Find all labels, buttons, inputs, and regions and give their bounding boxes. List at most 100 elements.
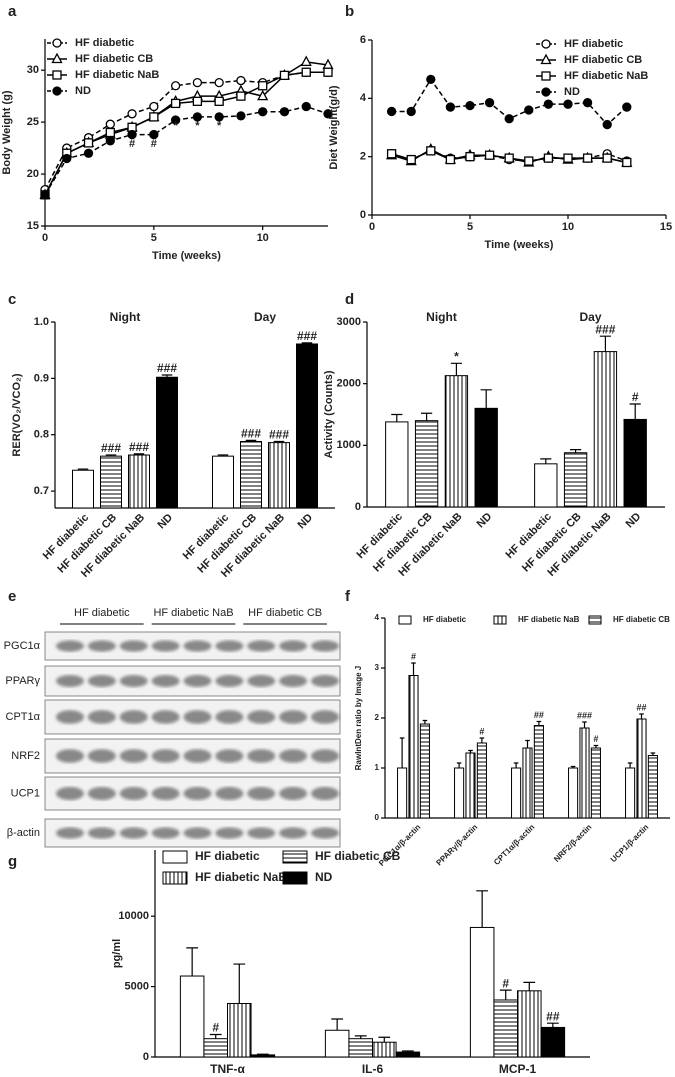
bar (534, 463, 558, 508)
row-label: PGC1α (4, 640, 41, 652)
marker (602, 153, 612, 163)
legend-marker (52, 38, 62, 48)
y-tick-label: 0.7 (34, 485, 49, 497)
bar (227, 1002, 252, 1058)
y-tick-label: 0 (143, 1051, 149, 1063)
error-bar (331, 1018, 344, 1031)
marker (323, 109, 333, 119)
marker (543, 153, 554, 163)
error-bar (546, 1022, 559, 1028)
marker (279, 70, 290, 81)
legend-swatch (162, 871, 188, 885)
significance-label: ### (157, 361, 177, 375)
significance-label: # (479, 726, 484, 736)
blot-band (87, 786, 116, 801)
blot-band (87, 710, 116, 724)
row-label: PPARγ (5, 675, 40, 687)
group-label: Day (579, 310, 601, 324)
error-bar (233, 963, 246, 1004)
y-axis-label: Diet Weight(g/d) (328, 85, 340, 169)
marker (214, 112, 224, 122)
marker (426, 74, 436, 85)
error-bar (421, 412, 433, 421)
x-tick-label: ND (624, 511, 644, 531)
significance-label: ### (297, 329, 317, 343)
y-tick-label: 6 (360, 34, 366, 46)
significance-label: ### (269, 428, 289, 442)
group-label: HF diabetic NaB (153, 607, 233, 619)
blot-band (87, 675, 116, 687)
significance-label: * (454, 349, 459, 363)
legend-swatch (282, 871, 308, 885)
error-bar (456, 762, 462, 768)
row-label: NRF2 (11, 750, 40, 762)
significance-label: # (593, 734, 598, 744)
marker (445, 102, 456, 112)
legend-label: HF diabetic NaB (195, 870, 287, 884)
panel-letter: b (345, 3, 354, 20)
marker (257, 89, 269, 101)
bar (636, 718, 647, 819)
bar (128, 454, 150, 509)
blot-band (311, 749, 339, 763)
marker (192, 112, 203, 122)
x-tick-label: 5 (467, 221, 473, 233)
marker (622, 102, 632, 112)
panel-letter: g (8, 853, 17, 870)
marker (465, 100, 475, 111)
x-tick-label: ND (155, 512, 175, 532)
blot-band (56, 640, 84, 652)
blot-band (311, 675, 339, 687)
legend-label: HF diabetic NaB (75, 69, 159, 81)
y-tick-label: 25 (27, 116, 39, 128)
legend-swatch (398, 615, 412, 625)
y-tick-label: 3000 (337, 316, 361, 328)
bar (568, 767, 579, 819)
legend-swatch (493, 615, 507, 625)
marker (170, 98, 181, 109)
error-bar (105, 454, 117, 457)
blot-band (119, 675, 148, 687)
legend-marker (540, 53, 552, 65)
blot-band (247, 710, 276, 724)
legend-marker (52, 86, 62, 96)
bar (250, 1054, 276, 1058)
legend-marker (51, 52, 63, 64)
error-bar (479, 737, 485, 743)
y-tick-label: 1 (375, 763, 380, 772)
y-tick-label: 0 (375, 813, 380, 822)
legend-label: ND (315, 870, 333, 884)
error-bar (525, 739, 530, 748)
marker (192, 96, 203, 106)
significance-label: ### (595, 322, 615, 336)
blot-band (56, 827, 84, 839)
error-bar (523, 981, 536, 991)
bar (212, 455, 234, 509)
blot-band (247, 827, 276, 839)
row-label: CPT1α (6, 711, 41, 723)
bar (493, 999, 518, 1058)
blot-band (56, 786, 84, 801)
blot-band (279, 786, 308, 801)
blot-band (56, 710, 84, 724)
bar (408, 675, 419, 819)
y-axis-label: RawIntDen ratio by Image J (354, 666, 363, 770)
marker (83, 148, 94, 158)
significance-label: ## (636, 702, 646, 712)
significance-label: ## (546, 1009, 560, 1023)
error-bar (570, 449, 582, 453)
blot-band (311, 640, 339, 652)
blot-band (279, 675, 308, 687)
error-bar (513, 762, 519, 768)
blot-band (56, 749, 84, 763)
legend-label: HF diabetic CB (613, 615, 670, 624)
error-bar (650, 752, 656, 756)
blot-band (279, 749, 308, 763)
marker (386, 149, 397, 159)
blot-band (151, 675, 180, 687)
marker (149, 112, 159, 122)
error-bar (273, 440, 285, 443)
error-bar (186, 947, 199, 977)
blot-band (215, 749, 244, 763)
blot-band (119, 710, 148, 724)
